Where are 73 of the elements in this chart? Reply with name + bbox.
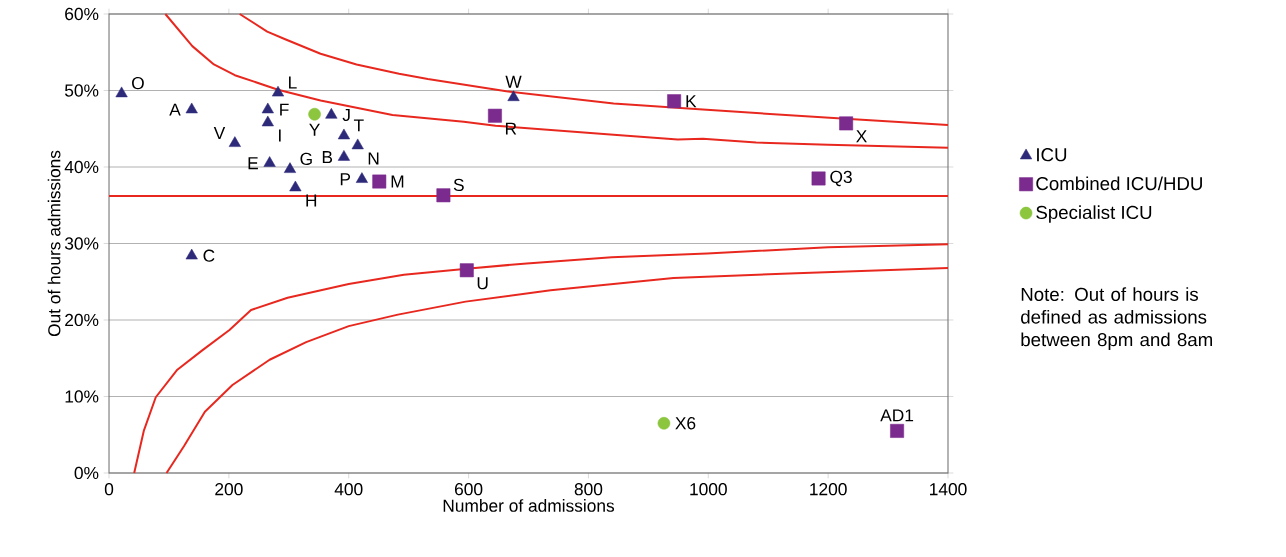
annotation: W bbox=[505, 75, 522, 88]
annotation: G bbox=[300, 152, 312, 166]
annotation: B bbox=[322, 151, 333, 164]
x-tick-label: 1400 bbox=[930, 483, 967, 496]
point bbox=[372, 174, 387, 189]
point bbox=[351, 138, 364, 150]
point bbox=[436, 188, 451, 203]
annotation: H bbox=[306, 194, 317, 207]
point bbox=[337, 128, 350, 140]
point bbox=[488, 108, 502, 123]
annotation: K bbox=[686, 95, 697, 108]
annotation: X bbox=[856, 130, 867, 143]
annotation: V bbox=[213, 127, 226, 140]
point bbox=[283, 162, 297, 173]
point bbox=[459, 263, 474, 278]
point bbox=[261, 115, 274, 127]
x-tick-label: 1000 bbox=[690, 483, 727, 496]
x-tick-label: 400 bbox=[334, 483, 363, 496]
point bbox=[261, 102, 274, 114]
point bbox=[263, 156, 276, 167]
legend-label: Combined ICU/HDU bbox=[1036, 176, 1202, 191]
y-tick-label: 0% bbox=[74, 466, 99, 480]
y-tick-label: 10% bbox=[65, 390, 99, 403]
annotation: F bbox=[280, 103, 289, 116]
y-tick-label: 60% bbox=[65, 7, 99, 21]
annotation: X6 bbox=[675, 417, 696, 430]
annotation: S bbox=[453, 178, 464, 192]
line-series bbox=[164, 13, 949, 149]
annotation: C bbox=[203, 249, 215, 262]
annotation: T bbox=[353, 119, 364, 132]
annotation: AD1 bbox=[880, 409, 914, 422]
point bbox=[811, 171, 826, 186]
x-tick-label: 800 bbox=[574, 483, 603, 496]
annotation: U bbox=[477, 277, 488, 290]
y-axis-title: Out of hours admissions bbox=[47, 150, 61, 337]
x-tick-label: 200 bbox=[215, 483, 243, 496]
point bbox=[667, 94, 682, 109]
point bbox=[507, 90, 520, 101]
y-tick-label: 30% bbox=[64, 237, 99, 250]
point bbox=[271, 85, 285, 97]
point bbox=[228, 136, 241, 147]
point bbox=[657, 417, 671, 430]
point bbox=[308, 107, 321, 121]
annotation: I bbox=[279, 129, 281, 142]
x-tick-label: 600 bbox=[455, 483, 483, 496]
annotation: A bbox=[169, 103, 181, 116]
y-tick-label: 40% bbox=[64, 160, 99, 174]
x-tick-label: 1200 bbox=[810, 483, 847, 496]
y-tick-label: 50% bbox=[64, 84, 99, 97]
point bbox=[289, 180, 302, 192]
annotation: Q3 bbox=[830, 170, 852, 187]
annotation: N bbox=[368, 152, 379, 165]
text: Note: Out of hours is defined as admissions between 8pm and 8am bbox=[1021, 287, 1212, 350]
annotation: P bbox=[340, 173, 351, 186]
point bbox=[325, 108, 338, 119]
point bbox=[337, 150, 350, 161]
point bbox=[115, 86, 128, 98]
point bbox=[185, 102, 198, 114]
annotation: M bbox=[391, 175, 404, 188]
y-tick-label: 20% bbox=[65, 313, 99, 327]
point bbox=[890, 423, 904, 438]
legend-label: Specialist ICU bbox=[1036, 205, 1152, 223]
annotation: E bbox=[248, 157, 258, 170]
x-tick-label: 0 bbox=[104, 483, 114, 496]
legend-label: ICU bbox=[1037, 148, 1067, 162]
point bbox=[185, 248, 198, 260]
annotation: O bbox=[132, 77, 144, 90]
annotation: L bbox=[289, 76, 297, 89]
x-axis-title: Number of admissions bbox=[443, 499, 615, 512]
annotation: J bbox=[342, 108, 350, 122]
point bbox=[839, 116, 854, 131]
annotation: Y bbox=[309, 123, 320, 136]
point bbox=[355, 172, 368, 183]
